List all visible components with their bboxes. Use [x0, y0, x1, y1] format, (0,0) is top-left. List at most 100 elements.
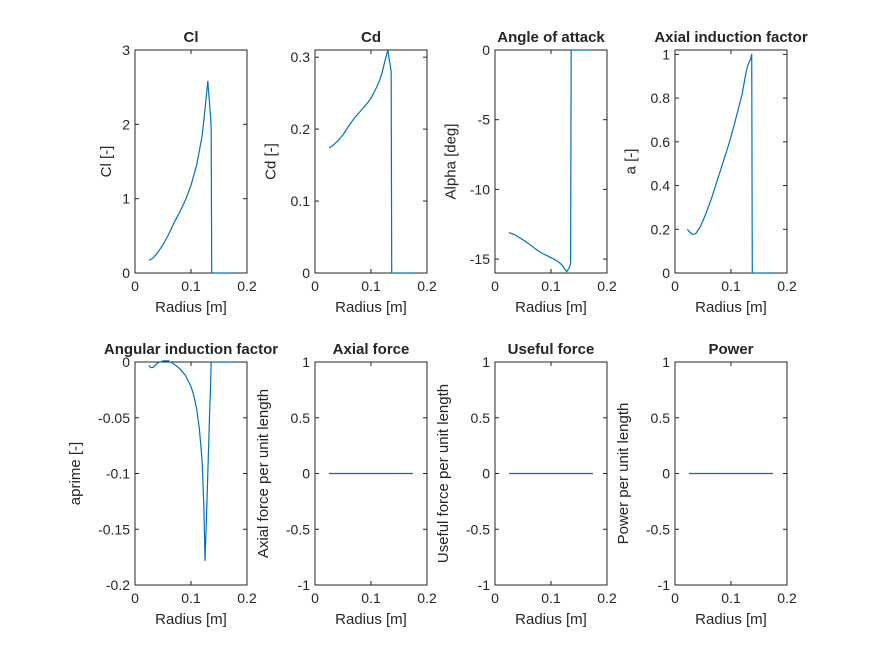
- y-tick-label: -0.05: [98, 410, 130, 426]
- y-tick-label: -0.1: [106, 466, 130, 482]
- y-tick-label: 1: [122, 191, 130, 207]
- y-tick-label: 0: [482, 466, 490, 482]
- subplot-0: 0 0.1 0.2 0 1 2 3 Cl Radius [m] Cl [-]: [98, 29, 257, 316]
- series-line-0: [508, 49, 593, 273]
- subplot-title: Useful force: [508, 341, 595, 358]
- y-tick-label: 2: [122, 116, 130, 132]
- x-axis-label: Radius [m]: [155, 299, 227, 316]
- y-tick-label: 0.3: [291, 49, 311, 65]
- y-tick-label: 1: [662, 46, 670, 62]
- x-tick-label: 0.1: [181, 590, 201, 606]
- x-tick-label: 0.2: [237, 278, 257, 294]
- y-tick-label: 0.5: [291, 410, 311, 426]
- x-tick-label: 0.1: [361, 590, 381, 606]
- x-tick-label: 0: [311, 278, 319, 294]
- y-tick-label: -0.15: [98, 521, 130, 537]
- y-tick-label: 0.1: [291, 193, 311, 209]
- x-tick-label: 0.2: [417, 590, 437, 606]
- x-axis-label: Radius [m]: [695, 299, 767, 316]
- y-tick-label: -0.5: [286, 521, 310, 537]
- y-axis-label: a [-]: [623, 149, 640, 175]
- y-tick-label: 1: [662, 354, 670, 370]
- axes-box: [494, 49, 608, 274]
- x-axis-label: Radius [m]: [515, 299, 587, 316]
- y-tick-label: 3: [122, 42, 130, 58]
- y-tick-label: -10: [470, 181, 490, 197]
- x-tick-label: 0: [131, 278, 139, 294]
- axes-box: [674, 49, 788, 274]
- y-tick-label: 0: [122, 265, 130, 281]
- series-line-0: [686, 53, 773, 274]
- y-tick-label: 0: [662, 466, 670, 482]
- x-tick-label: 0.2: [597, 278, 617, 294]
- x-tick-label: 0: [491, 278, 499, 294]
- subplot-5: 0 0.1 0.2 -1 -0.5 0 0.5 1 Axial force Radius [m] A…: [255, 341, 437, 628]
- subplot-title: Cl: [184, 29, 199, 46]
- axes-box: [134, 361, 248, 586]
- subplot-title: Axial induction factor: [654, 29, 808, 46]
- y-axis-label: Cl [-]: [98, 146, 115, 178]
- x-tick-label: 0.2: [237, 590, 257, 606]
- x-tick-label: 0: [671, 278, 679, 294]
- y-tick-label: 0: [122, 354, 130, 370]
- axes-box: [134, 49, 248, 274]
- subplot-title: Angle of attack: [497, 29, 605, 46]
- x-tick-label: 0.2: [597, 590, 617, 606]
- x-axis-label: Radius [m]: [695, 611, 767, 628]
- x-axis-label: Radius [m]: [155, 611, 227, 628]
- y-tick-label: -15: [470, 251, 490, 267]
- y-axis-label: aprime [-]: [67, 442, 84, 505]
- x-tick-label: 0.1: [721, 590, 741, 606]
- x-tick-label: 0.1: [541, 278, 561, 294]
- y-tick-label: 0.2: [651, 221, 671, 237]
- y-tick-label: -0.5: [646, 521, 670, 537]
- subplot-title: Axial force: [333, 341, 410, 358]
- y-tick-label: -5: [478, 112, 491, 128]
- y-axis-label: Axial force per unit length: [255, 389, 272, 558]
- y-tick-label: 0.4: [651, 178, 671, 194]
- y-tick-label: 0.2: [291, 121, 311, 137]
- y-tick-label: -1: [658, 577, 671, 593]
- y-tick-label: 0.8: [651, 90, 671, 106]
- y-tick-label: 1: [482, 354, 490, 370]
- x-tick-label: 0.1: [721, 278, 741, 294]
- series-line-0: [148, 80, 233, 274]
- axes-box: [314, 49, 428, 274]
- subplot-6: 0 0.1 0.2 -1 -0.5 0 0.5 1 Useful force Radius [m]…: [435, 341, 617, 628]
- y-tick-label: 0.5: [651, 410, 671, 426]
- y-tick-label: 0: [482, 42, 490, 58]
- y-tick-label: 0: [662, 265, 670, 281]
- x-tick-label: 0: [491, 590, 499, 606]
- y-tick-label: 0: [302, 265, 310, 281]
- x-tick-label: 0: [311, 590, 319, 606]
- series-line-0: [328, 49, 413, 274]
- y-tick-label: -0.5: [466, 521, 490, 537]
- y-tick-label: 0.6: [651, 134, 671, 150]
- subplot-title: Power: [708, 341, 753, 358]
- series-line-0: [148, 360, 233, 562]
- x-tick-label: 0: [131, 590, 139, 606]
- subplot-7: 0 0.1 0.2 -1 -0.5 0 0.5 1 Power Radius [m] Power p…: [615, 341, 797, 628]
- x-tick-label: 0.2: [777, 278, 797, 294]
- y-axis-label: Power per unit length: [615, 403, 632, 545]
- y-tick-label: -1: [298, 577, 311, 593]
- x-axis-label: Radius [m]: [335, 611, 407, 628]
- x-axis-label: Radius [m]: [335, 299, 407, 316]
- y-axis-label: Useful force per unit length: [435, 384, 452, 563]
- y-tick-label: 0: [302, 466, 310, 482]
- x-tick-label: 0: [671, 590, 679, 606]
- subplot-1: 0 0.1 0.2 0 0.1 0.2 0.3 Cd Radius [m] Cd [-]: [263, 29, 437, 316]
- x-axis-label: Radius [m]: [515, 611, 587, 628]
- x-tick-label: 0.1: [181, 278, 201, 294]
- x-tick-label: 0.1: [541, 590, 561, 606]
- x-tick-label: 0.1: [361, 278, 381, 294]
- y-tick-label: 0.5: [471, 410, 491, 426]
- y-tick-label: 1: [302, 354, 310, 370]
- y-axis-label: Cd [-]: [263, 143, 280, 180]
- y-tick-label: -1: [478, 577, 491, 593]
- subplot-title: Cd: [361, 29, 381, 46]
- y-tick-label: -0.2: [106, 577, 130, 593]
